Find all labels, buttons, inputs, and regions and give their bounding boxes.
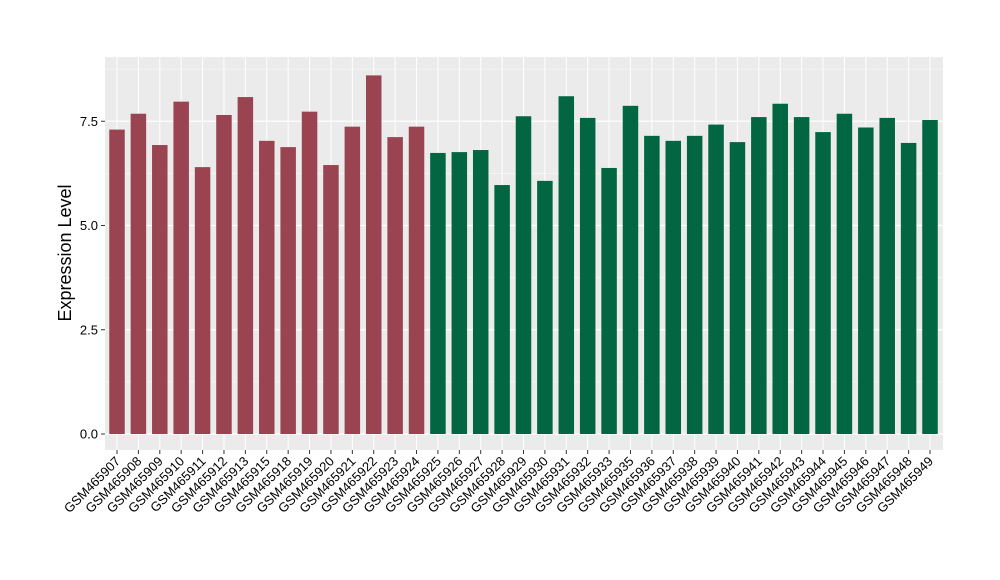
bar-GSM465930: [537, 180, 553, 434]
bar-GSM465910: [173, 101, 189, 434]
bar-GSM465928: [494, 185, 510, 434]
bar-GSM465944: [815, 132, 831, 435]
bar-GSM465924: [408, 126, 425, 435]
bar-GSM465927: [472, 150, 489, 434]
bar-GSM465926: [451, 152, 468, 434]
bar-GSM465937: [665, 140, 682, 434]
bar-GSM465915: [259, 140, 275, 434]
bars: [109, 75, 938, 435]
bar-GSM465948: [900, 142, 917, 434]
bar-GSM465907: [109, 129, 125, 434]
bar-GSM465918: [280, 147, 296, 434]
bar-GSM465922: [365, 75, 382, 434]
bar-GSM465938: [686, 135, 703, 434]
bar-GSM465941: [751, 117, 767, 434]
y-tick-label: 7.5: [80, 114, 98, 129]
bar-GSM465920: [323, 165, 339, 434]
bar-GSM465912: [216, 114, 232, 435]
bar-GSM465919: [301, 111, 318, 434]
bar-GSM465947: [879, 117, 895, 434]
bar-GSM465933: [601, 167, 617, 435]
y-tick-label: 5.0: [80, 218, 98, 233]
bar-GSM465909: [152, 145, 168, 435]
bar-GSM465913: [237, 97, 254, 435]
bar-GSM465908: [130, 113, 147, 434]
bar-GSM465945: [836, 113, 853, 434]
bar-GSM465949: [922, 119, 938, 435]
bar-GSM465942: [772, 103, 788, 435]
y-axis: 0.0 2.5 5.0 7.5: [80, 114, 105, 442]
y-tick-label: 0.0: [80, 427, 98, 442]
bar-GSM465925: [430, 152, 446, 434]
bar-GSM465911: [194, 167, 211, 434]
bar-GSM465943: [793, 117, 810, 434]
y-tick-label: 2.5: [80, 322, 98, 337]
bar-GSM465921: [344, 126, 361, 435]
x-axis: GSM465907GSM465908GSM465909GSM465910GSM4…: [61, 450, 936, 516]
y-axis-title: Expression Level: [55, 184, 75, 321]
bar-GSM465946: [858, 127, 874, 434]
bar-GSM465931: [558, 96, 575, 434]
bar-GSM465929: [515, 116, 532, 434]
bar-GSM465940: [729, 142, 746, 434]
bar-GSM465936: [644, 135, 660, 434]
bar-GSM465923: [387, 137, 403, 434]
bar-GSM465932: [579, 117, 596, 434]
bar-GSM465935: [622, 105, 639, 435]
bar-GSM465939: [708, 124, 724, 434]
